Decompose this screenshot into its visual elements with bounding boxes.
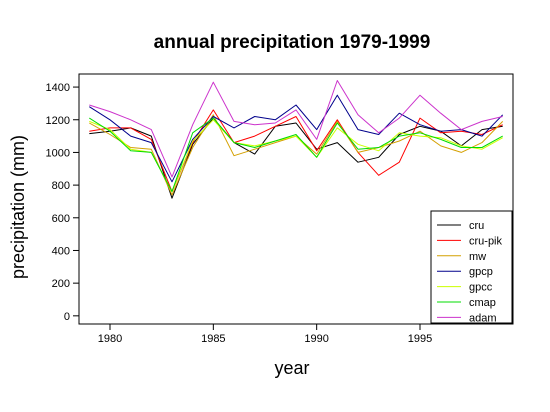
y-tick-label: 1000 xyxy=(46,147,70,159)
legend-label-gpcc: gpcc xyxy=(469,282,493,294)
legend-label-mw: mw xyxy=(469,251,486,263)
legend-label-cmap: cmap xyxy=(469,297,496,309)
y-axis: 0 200 400 600 800 1000 1200 1400 xyxy=(46,82,79,323)
y-tick-label: 1400 xyxy=(46,82,70,94)
series-line-cru-pik xyxy=(89,109,503,193)
legend-box xyxy=(430,210,513,324)
x-axis: 1980 1985 1990 1995 xyxy=(98,324,432,345)
y-tick-label: 400 xyxy=(52,245,70,257)
x-tick-label: 1990 xyxy=(304,333,328,345)
x-tick-label: 1985 xyxy=(201,333,225,345)
y-tick-label: 0 xyxy=(64,311,70,323)
y-tick-label: 1200 xyxy=(46,115,70,127)
y-tick-label: 200 xyxy=(52,278,70,290)
series-line-adam xyxy=(89,80,503,178)
y-tick-label: 800 xyxy=(52,180,70,192)
x-tick-label: 1995 xyxy=(408,333,432,345)
series-line-gpcp xyxy=(89,94,504,183)
chart-title: annual precipitation 1979-1999 xyxy=(154,32,431,53)
legend-label-adam: adam xyxy=(469,312,497,324)
legend-label-gpcp: gpcp xyxy=(469,266,493,278)
legend-label-cru: cru xyxy=(469,220,484,232)
series-line-cmap xyxy=(89,117,503,193)
legend: cru cru-pik mw gpcp gpcc cmap adam xyxy=(430,210,513,324)
series-line-mw xyxy=(89,114,504,196)
plot-frame xyxy=(78,73,514,325)
x-tick-label: 1980 xyxy=(98,333,122,345)
x-axis-title: year xyxy=(274,358,309,378)
y-tick-label: 600 xyxy=(52,213,70,225)
series-lines xyxy=(89,80,504,199)
y-axis-title: precipitation (mm) xyxy=(8,135,28,279)
legend-label-cru-pik: cru-pik xyxy=(469,235,503,247)
